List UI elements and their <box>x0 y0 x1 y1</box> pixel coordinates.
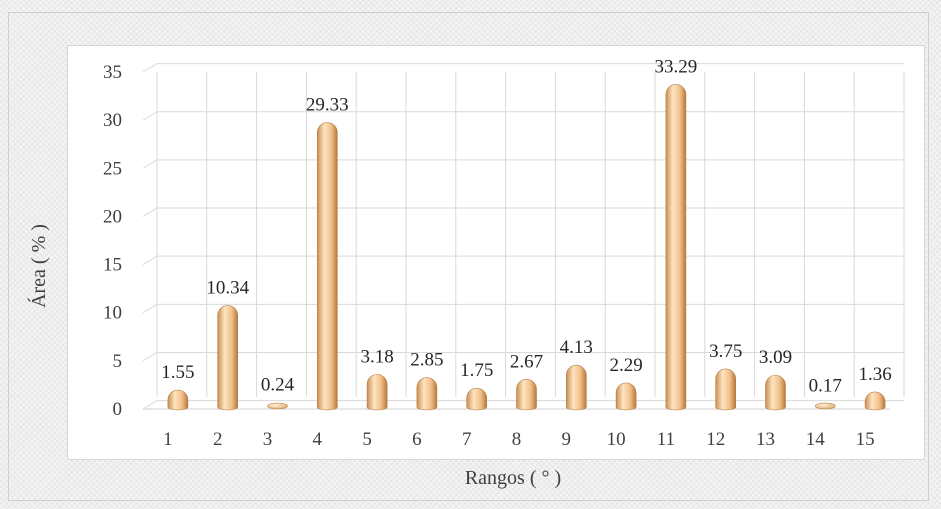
bar-body <box>317 122 338 411</box>
grid-line-side <box>142 255 158 266</box>
bar-12 <box>715 368 736 411</box>
bar-11 <box>665 84 687 411</box>
bar-body <box>366 374 388 411</box>
bar-body <box>665 84 687 411</box>
bar-4 <box>317 122 338 411</box>
y-tick-label: 30 <box>103 110 122 131</box>
x-tick-label: 3 <box>263 429 273 450</box>
data-label: 1.75 <box>460 360 493 381</box>
data-label: 33.29 <box>655 56 698 77</box>
y-tick-label: 25 <box>103 158 122 179</box>
data-label: 29.33 <box>306 95 349 116</box>
y-tick-label: 35 <box>103 62 122 83</box>
bar-5 <box>366 374 388 411</box>
bar-2 <box>217 305 238 411</box>
bar-body <box>864 391 886 411</box>
bar-15 <box>864 391 886 411</box>
x-tick-label: 4 <box>313 429 323 450</box>
bar-1 <box>167 389 189 411</box>
data-label: 10.34 <box>206 277 249 298</box>
bar-3 <box>267 402 288 410</box>
y-tick-label: 15 <box>103 255 122 276</box>
grid-line-side <box>142 303 158 314</box>
bar-disc <box>267 402 288 410</box>
grid-line-side <box>142 400 158 410</box>
y-tick-label: 10 <box>103 303 122 324</box>
x-tick-label: 7 <box>462 429 472 450</box>
y-tick-label: 20 <box>103 206 122 227</box>
bar-13 <box>765 374 786 411</box>
bar-body <box>217 305 238 411</box>
bar-body <box>416 377 438 411</box>
data-label: 1.55 <box>161 362 194 383</box>
data-label: 3.75 <box>709 341 742 362</box>
data-label: 4.13 <box>560 337 593 358</box>
bar-6 <box>416 377 438 411</box>
x-tick-label: 5 <box>362 429 372 450</box>
data-label: 2.29 <box>609 355 642 376</box>
x-tick-label: 14 <box>806 429 826 450</box>
bar-body <box>765 374 786 411</box>
x-tick-label: 6 <box>412 429 422 450</box>
x-tick-label: 13 <box>756 429 775 450</box>
x-tick-label: 2 <box>213 429 223 450</box>
data-label: 3.09 <box>759 347 792 368</box>
x-tick-label: 9 <box>562 429 572 450</box>
data-label: 2.85 <box>410 350 443 371</box>
data-label: 0.17 <box>809 375 842 396</box>
bar-body <box>516 378 537 411</box>
data-label: 1.36 <box>858 364 891 385</box>
bar-body <box>566 364 587 411</box>
x-tick-label: 11 <box>657 429 675 450</box>
data-label: 3.18 <box>360 346 393 367</box>
x-tick-label: 8 <box>512 429 522 450</box>
bar-body <box>167 389 189 411</box>
y-tick-label: 5 <box>113 351 123 372</box>
grid-line-side <box>142 159 158 169</box>
data-label: 0.24 <box>261 375 295 396</box>
x-tick-label: 1 <box>163 429 173 450</box>
x-axis-title: Rangos ( ° ) <box>465 467 561 489</box>
bar-7 <box>466 387 487 411</box>
bar-14 <box>814 402 836 410</box>
x-tick-label: 10 <box>607 429 626 450</box>
chart-frame <box>8 12 929 501</box>
data-label: 2.67 <box>510 351 543 372</box>
y-axis-title: Área ( % ) <box>27 224 50 308</box>
bar-8 <box>516 378 537 411</box>
bar-disc <box>814 402 836 410</box>
grid-line-side <box>142 111 158 121</box>
y-tick-label: 0 <box>113 399 123 420</box>
x-tick-label: 12 <box>706 429 725 450</box>
bar-body <box>715 368 736 411</box>
bar-10 <box>615 382 637 411</box>
grid-line-side <box>142 207 158 217</box>
x-tick-label: 15 <box>856 429 875 450</box>
bar-body <box>615 382 637 411</box>
grid-line-side <box>142 352 158 362</box>
bar-9 <box>566 364 587 411</box>
bar-body <box>466 387 487 411</box>
grid-line-side <box>142 63 158 73</box>
